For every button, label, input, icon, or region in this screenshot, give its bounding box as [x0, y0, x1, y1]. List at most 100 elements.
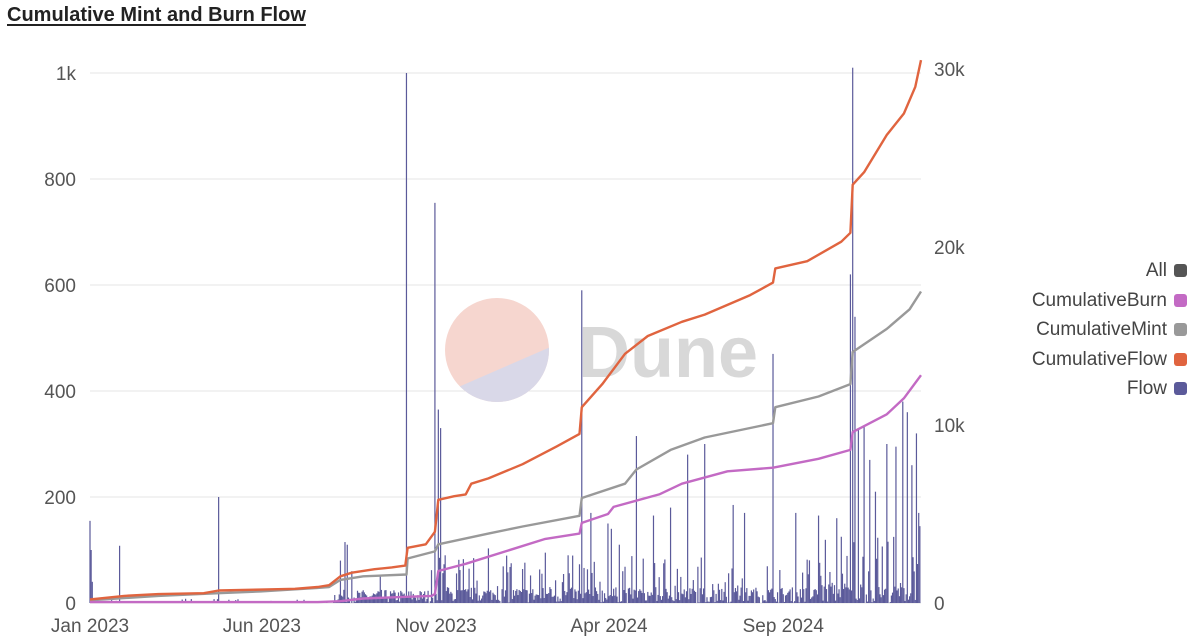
flow-bar	[674, 585, 676, 603]
flow-bar	[731, 568, 733, 603]
flow-bar	[485, 593, 487, 603]
flow-bar	[857, 428, 859, 603]
flow-bar	[848, 589, 850, 603]
flow-bar	[510, 563, 512, 603]
y-tick-label: 0	[65, 594, 76, 615]
flow-bar	[432, 597, 434, 603]
flow-bar	[732, 504, 734, 603]
chart-title: Cumulative Mint and Burn Flow	[7, 4, 306, 26]
flow-bar	[444, 555, 446, 603]
flow-bar	[605, 597, 607, 603]
flow-bars	[89, 67, 921, 603]
legend-item-all[interactable]: All	[1032, 256, 1187, 286]
flow-bar	[545, 593, 548, 603]
flow-bar	[713, 590, 715, 603]
flow-bar	[442, 573, 444, 603]
flow-bar	[454, 599, 457, 603]
flow-bar	[914, 599, 916, 603]
flow-bar	[684, 597, 686, 603]
flow-bar	[558, 601, 560, 603]
y-tick-label: 600	[44, 276, 76, 297]
legend-item-cumulativeflow[interactable]: CumulativeFlow	[1032, 345, 1187, 375]
flow-bar	[586, 569, 589, 603]
flow-bar	[789, 589, 791, 603]
flow-bar	[827, 601, 829, 603]
flow-bar	[524, 562, 526, 603]
flow-bar	[627, 588, 630, 603]
flow-bar	[483, 591, 485, 603]
flow-bar	[578, 564, 581, 603]
flow-bar	[617, 602, 619, 603]
x-tick-label: Jun 2023	[223, 616, 301, 637]
flow-bar	[568, 573, 570, 603]
flow-bar	[669, 507, 672, 603]
flow-bar	[430, 570, 433, 603]
flow-bar	[529, 575, 532, 603]
flow-bar	[768, 592, 771, 603]
flow-bar	[788, 591, 790, 603]
legend-label: Flow	[1126, 378, 1167, 399]
flow-bar	[855, 598, 857, 603]
flow-bar	[763, 600, 765, 603]
flow-bar	[574, 589, 576, 603]
legend-item-flow[interactable]: Flow	[1032, 374, 1187, 404]
flow-bar	[476, 580, 478, 603]
flow-bar	[473, 558, 475, 603]
flow-bar	[779, 570, 781, 603]
flow-bar	[548, 593, 550, 603]
flow-bar	[868, 571, 870, 603]
flow-bar	[667, 598, 669, 603]
flow-bar	[543, 597, 545, 603]
flow-bar	[426, 598, 428, 603]
flow-bar	[592, 596, 594, 603]
flow-bar	[824, 539, 826, 603]
flow-bar	[775, 601, 778, 603]
flow-bar	[597, 593, 599, 603]
flow-bar	[791, 587, 793, 603]
flow-bar	[602, 601, 604, 603]
flow-bar	[887, 541, 889, 603]
flow-bar	[440, 428, 442, 603]
flow-bar	[527, 602, 529, 603]
x-axis: Jan 2023 Jun 2023 Nov 2023 Apr 2024 Sep 2024	[51, 616, 824, 637]
flow-bar	[755, 587, 757, 603]
flow-bar	[856, 600, 858, 603]
flow-bar	[417, 595, 419, 603]
flow-bar	[750, 590, 752, 603]
flow-bar	[412, 593, 414, 603]
flow-bar	[698, 602, 700, 603]
flow-bar	[434, 202, 436, 603]
flow-bar	[495, 599, 497, 603]
legend-item-cumulativeburn[interactable]: CumulativeBurn	[1032, 286, 1187, 316]
y-tick-label: 800	[44, 170, 76, 191]
flow-bar	[361, 591, 363, 603]
flow-bar	[817, 515, 820, 603]
flow-bar	[692, 580, 694, 603]
flow-bar	[503, 596, 505, 603]
flow-bar	[642, 558, 644, 603]
flow-bar	[512, 590, 515, 603]
flow-bar	[912, 557, 914, 603]
flow-bar	[523, 589, 525, 603]
flow-bar	[740, 587, 742, 603]
y2-tick-label: 10k	[934, 416, 965, 437]
flow-bar	[679, 600, 681, 603]
flow-bar	[531, 593, 533, 603]
flow-bar	[386, 598, 388, 603]
y2-tick-label: 20k	[934, 238, 965, 259]
legend-item-cumulativemint[interactable]: CumulativeMint	[1032, 315, 1187, 345]
flow-bar	[832, 593, 834, 603]
flow-bar	[880, 597, 882, 603]
flow-bar	[734, 588, 737, 603]
flow-bar	[781, 587, 783, 603]
flow-bar	[835, 600, 837, 603]
flow-bar	[700, 557, 702, 603]
flow-bar	[407, 597, 409, 603]
flow-bar	[509, 566, 511, 603]
flow-bar	[720, 600, 722, 603]
flow-bar	[852, 67, 854, 603]
flow-bar	[630, 594, 632, 603]
flow-bar	[648, 595, 650, 603]
flow-bar	[90, 550, 92, 603]
flow-bar	[562, 574, 565, 603]
